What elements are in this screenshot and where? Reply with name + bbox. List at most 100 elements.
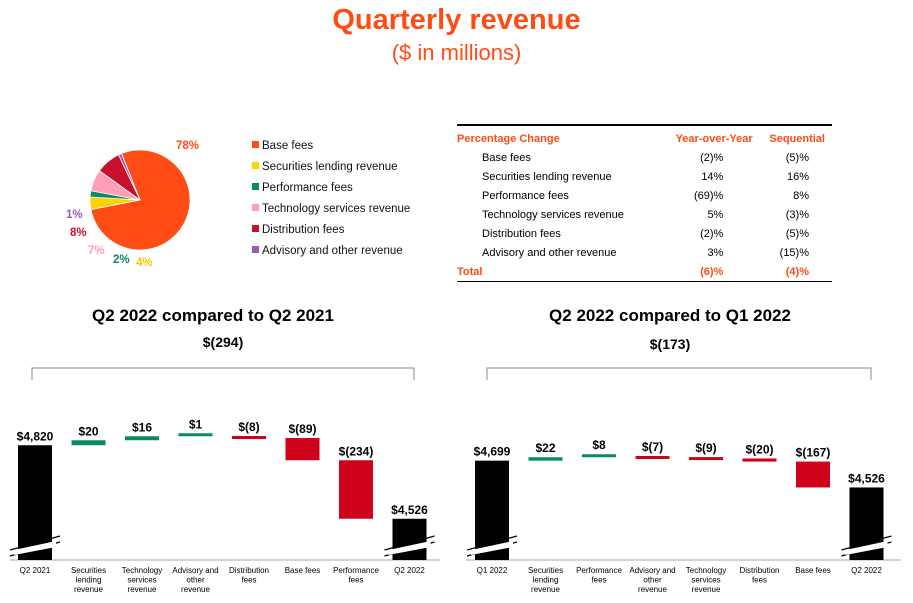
legend-swatch-securities (252, 162, 259, 169)
legend-swatch-base (252, 141, 259, 148)
row-label: Base fees (482, 151, 531, 164)
row-label: Distribution fees (482, 227, 561, 240)
bar-value-label: $(8) (238, 420, 259, 434)
waterfall-left-change: $(294) (202, 334, 244, 350)
legend-item-advisory-other: Advisory and other revenue (252, 245, 403, 257)
bar-value-label: $4,526 (848, 471, 885, 485)
bar-value-label: $(20) (745, 442, 773, 456)
waterfall-step-bar (178, 433, 213, 437)
bar-value-label: $8 (592, 438, 606, 452)
row-yoy: (2)% (700, 227, 724, 240)
waterfall-step-bar (232, 436, 266, 439)
pie-label-distribution-fees: 8% (70, 227, 87, 239)
legend-label: Technology services revenue (262, 203, 411, 215)
legend-item-base-fees: Base fees (252, 140, 313, 152)
table-total-row: Total (6)% (4)% (457, 262, 832, 282)
revenue-pie-chart (89, 149, 191, 251)
category-label: Securities lending revenue (71, 566, 106, 594)
waterfall-right-title: Q2 2022 compared to Q1 2022 (549, 306, 791, 325)
table-row: Performance fees (69)% 8% (457, 186, 832, 205)
category-label: Securities lending revenue (528, 566, 563, 594)
waterfall-step-bar (796, 461, 830, 488)
table-header-sequential: Sequential (769, 133, 825, 145)
table-header-yoy: Year-over-Year (675, 133, 753, 145)
legend-swatch-technology (252, 204, 259, 211)
row-seq: (5)% (785, 151, 809, 164)
row-seq: 16% (786, 170, 809, 183)
category-label: Technology services revenue (122, 566, 162, 594)
category-label: Advisory and other revenue (629, 566, 675, 594)
waterfall-step-bar (582, 454, 616, 458)
row-seq: 8% (793, 189, 809, 202)
pie-label-advisory-other: 1% (66, 209, 83, 221)
legend-item-performance-fees: Performance fees (252, 182, 353, 194)
row-yoy: 14% (701, 170, 724, 183)
pie-label-securities-lending: 4% (136, 257, 153, 269)
legend-item-distribution-fees: Distribution fees (252, 224, 344, 236)
change-bracket (31, 367, 415, 380)
bar-value-label: $4,820 (17, 429, 54, 443)
legend-item-securities-lending: Securities lending revenue (252, 161, 398, 173)
waterfall-left-chart: $4,820 $20 $16 $1 $(8) $(89) $(234) $4,526 Q2 20… (9, 367, 440, 594)
change-bracket (486, 367, 872, 380)
row-label: Performance fees (482, 189, 569, 202)
legend-label: Securities lending revenue (262, 161, 398, 173)
row-label: Advisory and other revenue (482, 246, 617, 259)
waterfall-step-bar (635, 456, 670, 459)
pie-slice-base-fees (90, 149, 191, 251)
table-header-row: Percentage Change Year-over-Year Sequent… (457, 125, 832, 148)
legend-label: Distribution fees (262, 224, 345, 236)
total-seq: (4)% (762, 262, 832, 282)
table-row: Distribution fees (2)% (5)% (457, 224, 832, 243)
waterfall-step-bar (339, 460, 373, 519)
bar-value-label: $20 (78, 424, 98, 438)
waterfall-left-title: Q2 2022 compared to Q2 2021 (92, 306, 334, 325)
row-yoy: 3% (707, 246, 724, 259)
pie-label-performance-fees: 2% (113, 254, 130, 266)
bar-value-label: $(9) (695, 441, 716, 455)
row-seq: (15)% (779, 246, 809, 259)
row-yoy: 5% (707, 208, 724, 221)
page-subtitle: ($ in millions) (391, 40, 522, 65)
waterfall-step-bar (742, 458, 777, 462)
axis-break-gap (14, 541, 56, 555)
category-label: Q2 2021 (20, 566, 51, 575)
row-seq: (5)% (785, 227, 809, 240)
waterfall-step-bar (285, 438, 320, 461)
row-label: Technology services revenue (482, 208, 624, 221)
category-label: Performance fees (576, 566, 622, 585)
bar-value-label: $16 (132, 420, 152, 434)
bar-value-label: $(167) (796, 446, 831, 460)
axis-break-gap (388, 541, 431, 555)
total-yoy: (6)% (665, 262, 763, 282)
bar-value-label: $4,526 (391, 503, 428, 517)
bar-value-label: $22 (535, 441, 555, 455)
waterfall-right-change: $(173) (649, 336, 691, 352)
waterfall-step-bar (689, 457, 723, 461)
category-label: Base fees (285, 566, 321, 575)
legend-swatch-performance (252, 183, 259, 190)
row-label: Securities lending revenue (482, 170, 612, 183)
table-row: Advisory and other revenue 3% (15)% (457, 243, 832, 262)
table-row: Securities lending revenue 14% 16% (457, 167, 832, 186)
row-yoy: (2)% (700, 151, 724, 164)
legend-label: Performance fees (262, 182, 353, 194)
bar-value-label: $(89) (288, 422, 316, 436)
category-label: Technology services revenue (686, 566, 726, 594)
legend-swatch-distribution (252, 225, 259, 232)
category-label: Q2 2022 (394, 566, 425, 575)
row-yoy: (69)% (694, 189, 724, 202)
pie-label-technology-services: 7% (88, 245, 105, 257)
bar-value-label: $(7) (642, 440, 663, 454)
category-label: Q1 2022 (477, 566, 508, 575)
bar-value-label: $1 (189, 417, 203, 431)
category-label: Advisory and other revenue (172, 566, 218, 594)
row-seq: (3)% (785, 208, 809, 221)
table-row: Technology services revenue 5% (3)% (457, 205, 832, 224)
table-row: Base fees (2)% (5)% (457, 148, 832, 167)
waterfall-step-bar (528, 457, 563, 461)
bar-value-label: $4,699 (474, 445, 511, 459)
page-title: Quarterly revenue (332, 4, 581, 36)
category-label: Distribution fees (739, 566, 779, 585)
percentage-change-table: Percentage Change Year-over-Year Sequent… (457, 124, 832, 282)
